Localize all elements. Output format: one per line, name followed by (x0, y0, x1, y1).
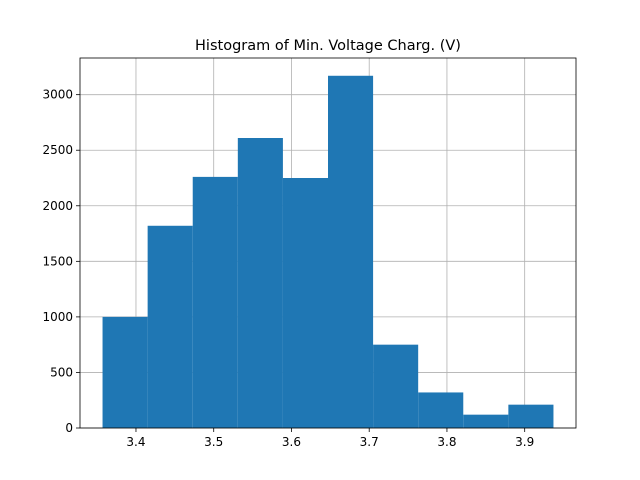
y-tick-label: 3000 (42, 88, 73, 102)
plot-frame (79, 57, 577, 429)
histogram-bar (508, 404, 554, 428)
y-tick-label: 500 (50, 365, 73, 379)
x-tick-label: 3.4 (126, 435, 145, 449)
y-tick-label: 2000 (42, 199, 73, 213)
x-tick-label: 3.5 (204, 435, 223, 449)
y-tick-label: 0 (65, 421, 73, 435)
histogram-bars (102, 75, 554, 429)
histogram-bar (418, 392, 464, 428)
x-axis-ticks: 3.4 3.5 3.6 3.7 3.8 3.9 (126, 428, 534, 449)
y-axis-ticks: 0 500 1000 1500 2000 2500 3000 (42, 88, 80, 435)
histogram-bar (192, 176, 238, 428)
histogram-bar (102, 316, 148, 428)
y-tick-label: 1500 (42, 254, 73, 268)
histogram-bar (328, 75, 374, 429)
histogram-bar (237, 138, 283, 428)
x-tick-label: 3.6 (282, 435, 301, 449)
x-tick-label: 3.9 (515, 435, 534, 449)
y-tick-label: 1000 (42, 310, 73, 324)
x-tick-label: 3.7 (360, 435, 379, 449)
histogram-bar (463, 414, 509, 428)
histogram-bar (147, 225, 193, 428)
histogram-bar (282, 178, 328, 428)
histogram-bar (373, 344, 419, 428)
chart-title: Histogram of Min. Voltage Charg. (V) (195, 38, 461, 54)
y-tick-label: 2500 (42, 143, 73, 157)
x-tick-label: 3.8 (437, 435, 456, 449)
